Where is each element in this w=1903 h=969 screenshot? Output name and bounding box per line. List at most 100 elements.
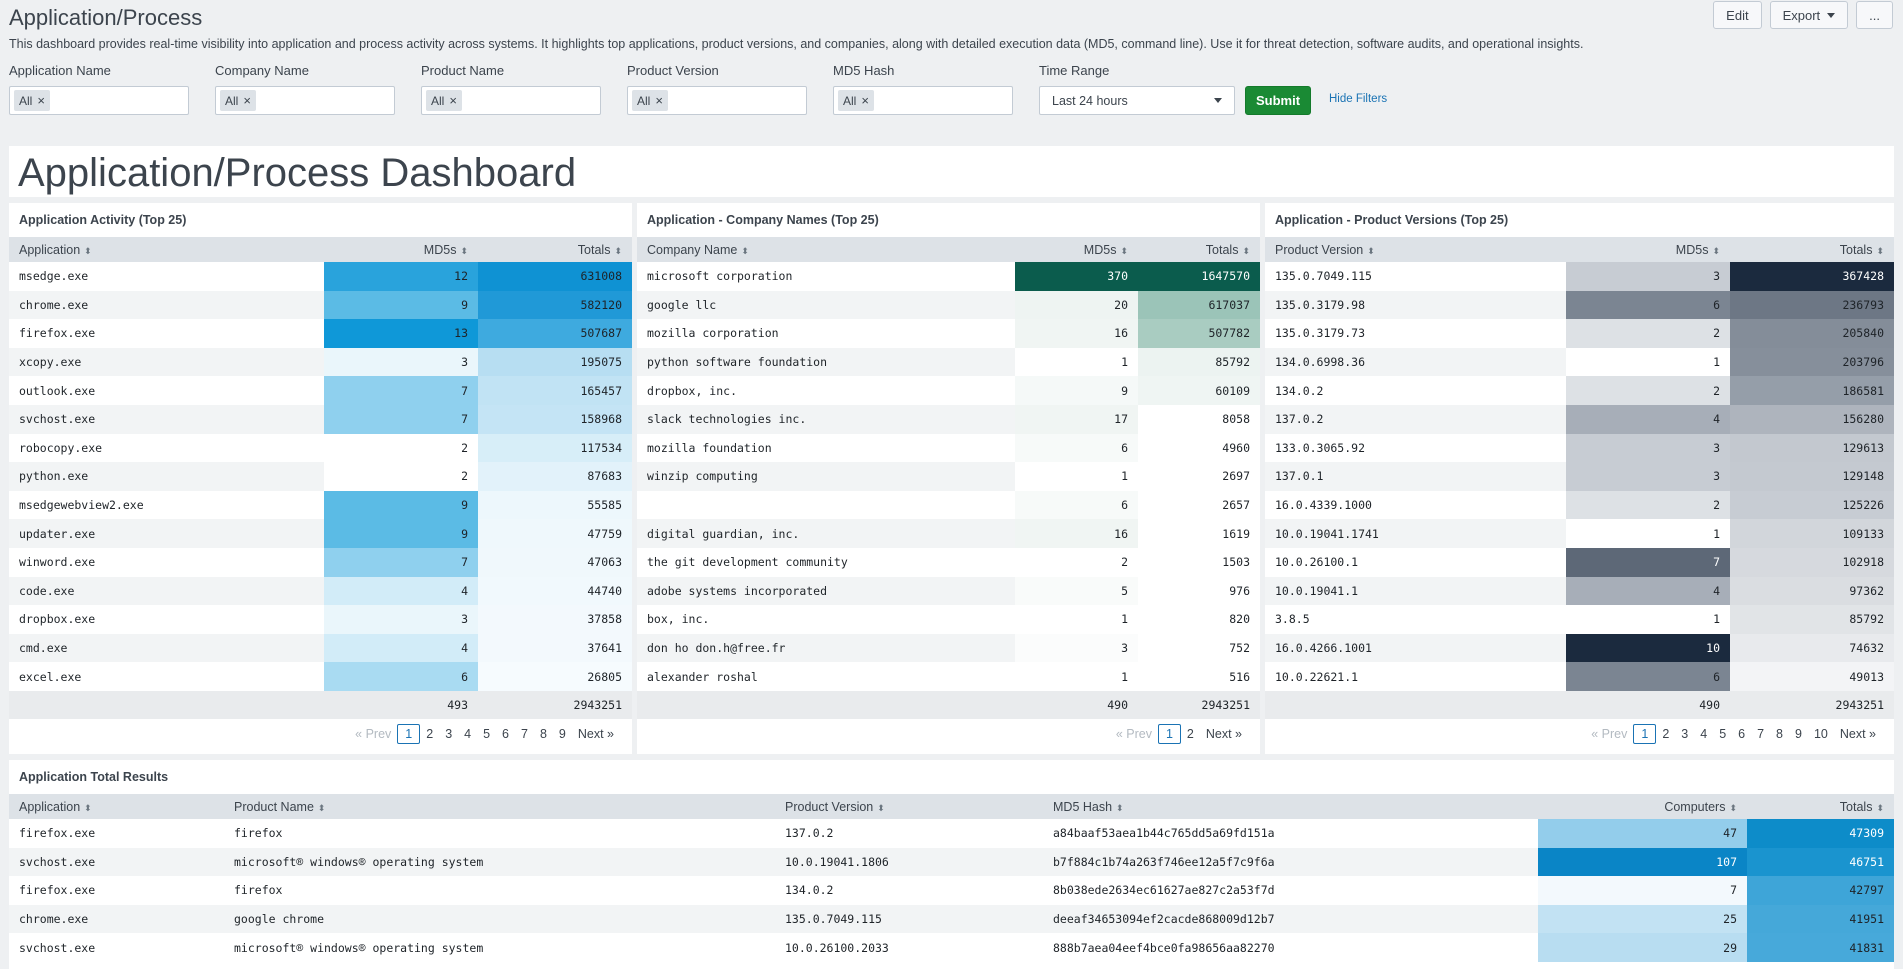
table-row[interactable]: 134.0.2 2 186581 bbox=[1265, 376, 1894, 405]
column-header-product-version[interactable]: Product Version ⬍ bbox=[775, 794, 1043, 819]
table-row[interactable]: svchost.exe microsoft® windows® operating… bbox=[9, 933, 1894, 962]
more-actions-button[interactable]: ... bbox=[1856, 1, 1893, 29]
page-link[interactable]: 5 bbox=[1719, 727, 1727, 742]
application-name-multiselect[interactable]: All × bbox=[9, 86, 189, 115]
next-page-link[interactable]: Next » bbox=[1839, 727, 1876, 742]
table-row[interactable]: google llc 20 617037 bbox=[637, 290, 1260, 320]
table-row[interactable]: 10.0.22621.1 6 49013 bbox=[1265, 662, 1894, 691]
page-link[interactable]: 6 bbox=[1738, 727, 1746, 742]
remove-chip-icon[interactable]: × bbox=[655, 93, 663, 108]
remove-chip-icon[interactable]: × bbox=[861, 93, 869, 108]
page-link[interactable]: 8 bbox=[539, 727, 547, 742]
column-header-md5s[interactable]: MD5s ⬍ bbox=[324, 237, 478, 262]
page-link[interactable]: 3 bbox=[445, 727, 453, 742]
table-row[interactable]: 135.0.7049.115 3 367428 bbox=[1265, 262, 1894, 291]
column-header-totals[interactable]: Totals ⬍ bbox=[1747, 794, 1894, 819]
export-button[interactable]: Export bbox=[1769, 1, 1849, 29]
column-header-company-name[interactable]: Company Name ⬍ bbox=[637, 237, 1015, 262]
page-link[interactable]: 6 bbox=[502, 727, 509, 742]
column-header-md5-hash[interactable]: MD5 Hash ⬍ bbox=[1043, 794, 1538, 819]
page-link[interactable]: 1 bbox=[397, 724, 421, 745]
table-row[interactable]: firefox.exe firefox 137.0.2 a84baaf53aea1b4… bbox=[9, 819, 1894, 848]
table-row[interactable]: excel.exe 6 26805 bbox=[9, 662, 632, 691]
page-link[interactable]: 7 bbox=[521, 727, 528, 742]
page-link[interactable]: 8 bbox=[1776, 727, 1783, 742]
table-row[interactable]: cmd.exe 4 37641 bbox=[9, 633, 632, 663]
edit-button[interactable]: Edit bbox=[1713, 1, 1762, 29]
table-row[interactable]: adobe systems incorporated 5 976 bbox=[637, 576, 1260, 606]
column-header-totals[interactable]: Totals ⬍ bbox=[1730, 237, 1894, 262]
table-row[interactable]: robocopy.exe 2 117534 bbox=[9, 433, 632, 463]
remove-chip-icon[interactable]: × bbox=[449, 93, 457, 108]
table-row[interactable]: box, inc. 1 820 bbox=[637, 605, 1260, 634]
time-range-dropdown[interactable]: Last 24 hours bbox=[1039, 86, 1235, 115]
table-row[interactable]: winzip computing 1 2697 bbox=[637, 462, 1260, 491]
table-row[interactable]: don ho don.h@free.fr 3 752 bbox=[637, 633, 1260, 663]
table-row[interactable]: dropbox.exe 3 37858 bbox=[9, 605, 632, 634]
company-name-multiselect[interactable]: All × bbox=[215, 86, 395, 115]
column-header-product-version[interactable]: Product Version ⬍ bbox=[1265, 237, 1566, 262]
page-link[interactable]: 4 bbox=[464, 727, 472, 742]
table-row[interactable]: 133.0.3065.92 3 129613 bbox=[1265, 433, 1894, 463]
table-row[interactable]: outlook.exe 7 165457 bbox=[9, 376, 632, 405]
remove-chip-icon[interactable]: × bbox=[243, 93, 251, 108]
table-row[interactable]: firefox.exe firefox 134.0.2 8b038ede2634ec6… bbox=[9, 876, 1894, 905]
column-header-application[interactable]: Application ⬍ bbox=[9, 237, 324, 262]
table-row[interactable]: xcopy.exe 3 195075 bbox=[9, 347, 632, 377]
table-row[interactable]: mozilla corporation 16 507782 bbox=[637, 319, 1260, 348]
product-name-multiselect[interactable]: All × bbox=[421, 86, 601, 115]
table-row[interactable]: microsoft corporation 370 1647570 bbox=[637, 262, 1260, 291]
page-link[interactable]: 9 bbox=[558, 727, 566, 742]
table-row[interactable]: chrome.exe google chrome 135.0.7049.115 dee… bbox=[9, 904, 1894, 934]
table-row[interactable]: winword.exe 7 47063 bbox=[9, 547, 632, 577]
table-row[interactable]: 134.0.6998.36 1 203796 bbox=[1265, 347, 1894, 377]
column-header-md5s[interactable]: MD5s ⬍ bbox=[1566, 237, 1730, 262]
page-link[interactable]: 2 bbox=[1186, 727, 1194, 742]
page-link[interactable]: 9 bbox=[1795, 727, 1802, 742]
table-row[interactable]: python software foundation 1 85792 bbox=[637, 347, 1260, 377]
column-header-product-name[interactable]: Product Name ⬍ bbox=[224, 794, 775, 819]
table-row[interactable]: svchost.exe microsoft® windows® operating… bbox=[9, 847, 1894, 877]
next-page-link[interactable]: Next » bbox=[577, 727, 614, 742]
table-row[interactable]: 10.0.26100.1 7 102918 bbox=[1265, 547, 1894, 577]
table-row[interactable]: chrome.exe 9 582120 bbox=[9, 290, 632, 320]
table-row[interactable]: slack technologies inc. 17 8058 bbox=[637, 404, 1260, 434]
table-row[interactable]: 6 2657 bbox=[637, 490, 1260, 520]
page-link[interactable]: 1 bbox=[1157, 724, 1181, 745]
table-row[interactable]: msedgewebview2.exe 9 55585 bbox=[9, 490, 632, 520]
column-header-totals[interactable]: Totals ⬍ bbox=[478, 237, 632, 262]
table-row[interactable]: digital guardian, inc. 16 1619 bbox=[637, 519, 1260, 548]
page-link[interactable]: 7 bbox=[1757, 727, 1765, 742]
page-link[interactable]: 3 bbox=[1681, 727, 1689, 742]
page-link[interactable]: 4 bbox=[1700, 727, 1708, 742]
column-header-computers[interactable]: Computers ⬍ bbox=[1538, 794, 1747, 819]
table-row[interactable]: 137.0.2 4 156280 bbox=[1265, 404, 1894, 434]
column-header-application[interactable]: Application ⬍ bbox=[9, 794, 224, 819]
table-row[interactable]: the git development community 2 1503 bbox=[637, 547, 1260, 577]
table-row[interactable]: 135.0.3179.98 6 236793 bbox=[1265, 290, 1894, 320]
table-row[interactable]: 135.0.3179.73 2 205840 bbox=[1265, 319, 1894, 348]
submit-button[interactable]: Submit bbox=[1245, 86, 1311, 115]
table-row[interactable]: mozilla foundation 6 4960 bbox=[637, 433, 1260, 463]
page-link[interactable]: 2 bbox=[426, 727, 434, 742]
next-page-link[interactable]: Next » bbox=[1205, 727, 1242, 742]
remove-chip-icon[interactable]: × bbox=[37, 93, 45, 108]
page-link[interactable]: 5 bbox=[483, 727, 491, 742]
table-row[interactable]: dropbox, inc. 9 60109 bbox=[637, 376, 1260, 405]
table-row[interactable]: firefox.exe 13 507687 bbox=[9, 319, 632, 348]
table-row[interactable]: alexander roshal 1 516 bbox=[637, 662, 1260, 691]
table-row[interactable]: 16.0.4339.1000 2 125226 bbox=[1265, 490, 1894, 520]
table-row[interactable]: python.exe 2 87683 bbox=[9, 462, 632, 491]
table-row[interactable]: 3.8.5 1 85792 bbox=[1265, 605, 1894, 634]
table-row[interactable]: 137.0.1 3 129148 bbox=[1265, 462, 1894, 491]
table-row[interactable]: updater.exe 9 47759 bbox=[9, 519, 632, 548]
column-header-totals[interactable]: Totals ⬍ bbox=[1138, 237, 1260, 262]
table-row[interactable]: svchost.exe 7 158968 bbox=[9, 404, 632, 434]
page-link[interactable]: 1 bbox=[1633, 724, 1657, 745]
table-row[interactable]: msedge.exe 12 631008 bbox=[9, 262, 632, 291]
table-row[interactable]: 16.0.4266.1001 10 74632 bbox=[1265, 633, 1894, 663]
column-header-md5s[interactable]: MD5s ⬍ bbox=[1015, 237, 1138, 262]
table-row[interactable]: 10.0.19041.1741 1 109133 bbox=[1265, 519, 1894, 548]
hide-filters-link[interactable]: Hide Filters bbox=[1329, 93, 1388, 105]
md5-hash-multiselect[interactable]: All × bbox=[833, 86, 1013, 115]
